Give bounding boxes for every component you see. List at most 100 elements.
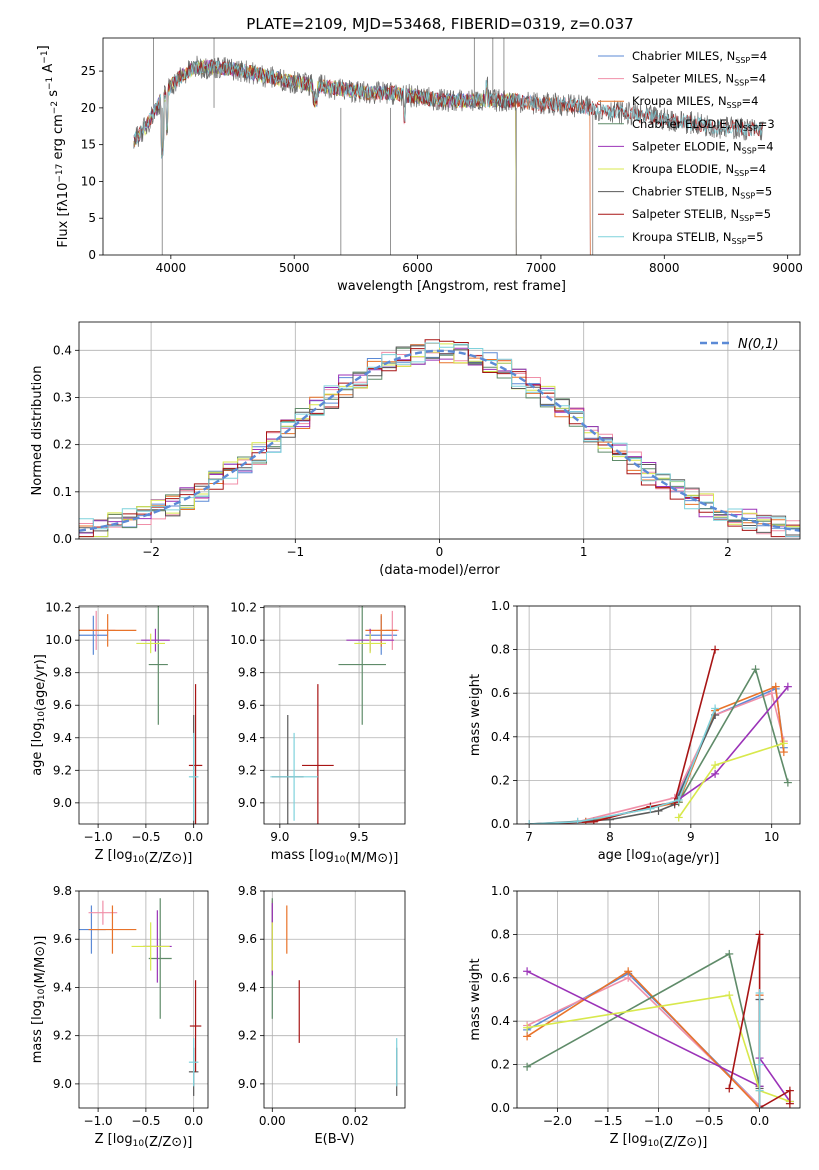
x-tick-label: 0.0	[750, 1114, 769, 1128]
legend-entry-base: Kroupa STELIB, N	[632, 230, 732, 244]
plus-marker	[779, 748, 788, 757]
age_vs_z-x-axis-label: Z [log10(Z/Z⊙)]	[95, 848, 193, 866]
y-tick-label: 0	[88, 248, 96, 262]
legend-entry-base: Salpeter MILES, N	[632, 72, 734, 86]
y-tick-label: 0.6	[491, 971, 510, 985]
svg-text:wavelength [Angstrom, rest fra: wavelength [Angstrom, rest frame]	[337, 279, 566, 294]
axes-frame	[263, 605, 406, 825]
axes-frame	[263, 890, 406, 1109]
legend-entry-tail: =4	[749, 162, 766, 176]
errorbar-point	[270, 732, 318, 821]
x-tick-label: 6000	[402, 261, 433, 275]
axes-frame	[102, 37, 801, 256]
x-tick-label: 10	[764, 830, 779, 844]
weight_vs_z-lines	[523, 930, 794, 1108]
y-tick-label: 15	[81, 138, 96, 152]
svg-text:Z [log10(Z/Z⊙)]: Z [log10(Z/Z⊙)]	[610, 1132, 708, 1150]
mass_vs_ebv-axes	[264, 890, 405, 1108]
weight-series	[585, 687, 785, 823]
y-tick-label: 9.4	[238, 980, 257, 994]
y-tick-label: 9.2	[238, 1029, 257, 1043]
errorbar-point	[148, 606, 168, 725]
y-tick-label: 9.6	[53, 932, 72, 946]
weight_vs_z-x-axis-label: Z [log10(Z/Z⊙)]	[610, 1132, 708, 1150]
x-tick-label: 5000	[279, 261, 310, 275]
x-tick-label: −1.0	[84, 830, 113, 844]
y-tick-label: 9.0	[53, 1077, 72, 1091]
weight-series	[728, 934, 791, 1108]
plus-marker	[755, 930, 764, 939]
svg-text:mass [log10(M/M⊙)]: mass [log10(M/M⊙)]	[271, 848, 399, 866]
x-tick-label: 8	[606, 830, 614, 844]
weight_vs_z-y-axis-label: mass weight	[468, 958, 483, 1040]
legend-entry-sub: SSP	[740, 192, 755, 201]
x-tick-label: −1.5	[593, 1114, 622, 1128]
x-tick-label: 0.00	[259, 1114, 286, 1128]
age_vs_mass-axes	[264, 606, 405, 824]
weight_vs_age-lines	[525, 645, 792, 824]
svg-text:Z [log10(Z/Z⊙)]: Z [log10(Z/Z⊙)]	[95, 848, 193, 866]
y-tick-label: 9.6	[53, 698, 72, 712]
age_vs_mass-x-axis-label: mass [log10(M/M⊙)]	[271, 848, 399, 866]
y-tick-label: 0.2	[491, 773, 510, 787]
legend-entry-tail: =5	[747, 230, 764, 244]
legend-entry-base: Kroupa ELODIE, N	[632, 162, 734, 176]
mass_vs_ebv-frame: 0.00 0.02 9.0 9.2 9.4 9.6 9.8 E(B-V)	[238, 884, 406, 1147]
plus-marker	[525, 820, 534, 824]
x-tick-label: 0.02	[342, 1114, 369, 1128]
plus-marker	[755, 1060, 764, 1069]
plus-marker	[646, 804, 655, 813]
legend-entry-base: Kroupa MILES, N	[632, 94, 727, 108]
plus-marker	[573, 817, 582, 824]
plus-marker	[785, 1086, 794, 1095]
weight-series	[585, 685, 785, 823]
plus-marker	[523, 967, 532, 976]
legend-entry-tail: =4	[742, 94, 759, 108]
y-tick-label: 10.2	[45, 601, 72, 615]
weight_vs_age-frame: 7 8 9 10 0.0 0.2 0.4 0.6 0.8 1.0 age [log10(age/yr…	[468, 599, 801, 866]
legend-entry: Chabrier STELIB, NSSP=5	[632, 185, 772, 201]
y-tick-label: 9.8	[53, 884, 72, 898]
age_vs_z-frame: −1.0 −0.5 0.0 9.0 9.2 9.4 9.6 9.8 10.0 10.2 Z [log…	[30, 601, 209, 866]
y-tick-label: 10	[81, 174, 96, 188]
svg-text:Normed distribution: Normed distribution	[30, 366, 45, 496]
plus-marker	[751, 665, 760, 674]
spectrum-series	[133, 60, 763, 159]
y-tick-label: 0.4	[491, 730, 510, 744]
plus-marker	[755, 1086, 764, 1095]
histogram-series	[79, 342, 800, 538]
y-tick-label: 0.1	[53, 485, 72, 499]
y-tick-label: 0.0	[491, 1101, 510, 1115]
y-tick-label: 20	[81, 101, 96, 115]
plus-marker	[783, 778, 792, 787]
weight-series	[529, 708, 716, 824]
y-tick-label: 0.4	[491, 1014, 510, 1028]
svg-text:Flux [fλ10−17 erg cm−2 s−1 A−1: Flux [fλ10−17 erg cm−2 s−1 A−1]	[36, 45, 71, 247]
age_vs_mass-errorbars	[270, 606, 399, 824]
plus-marker	[624, 967, 633, 976]
y-tick-label: 10.0	[45, 633, 72, 647]
legend-entry: N(0,1)	[738, 337, 779, 352]
plus-marker	[523, 1032, 532, 1041]
legend-entry-sub: SSP	[734, 169, 749, 178]
x-tick-label: −0.5	[131, 1114, 160, 1128]
histogram-series	[79, 347, 800, 538]
residuals-x-axis-label: (data-model)/error	[379, 563, 500, 578]
legend-entry: Kroupa STELIB, NSSP=5	[632, 230, 763, 246]
mass_vs_ebv-x-axis-label: E(B-V)	[314, 1132, 354, 1147]
x-tick-label: −2	[142, 545, 160, 559]
x-tick-label: 2	[724, 545, 732, 559]
y-tick-label: 0.0	[53, 532, 72, 546]
plus-marker	[779, 739, 788, 748]
axes-frame	[78, 890, 209, 1109]
errorbar-point	[88, 905, 137, 954]
legend-entry-base: Chabrier STELIB, N	[632, 185, 740, 199]
y-tick-label: 1.0	[491, 884, 510, 898]
errorbar-point	[136, 633, 165, 654]
histogram-steps	[79, 339, 800, 538]
svg-text:mass weight: mass weight	[468, 674, 483, 756]
y-tick-label: 1.0	[491, 599, 510, 613]
legend-entry-base: Chabrier ELODIE, N	[632, 117, 743, 131]
errorbar-point	[188, 732, 199, 821]
y-tick-label: 9.6	[238, 932, 257, 946]
